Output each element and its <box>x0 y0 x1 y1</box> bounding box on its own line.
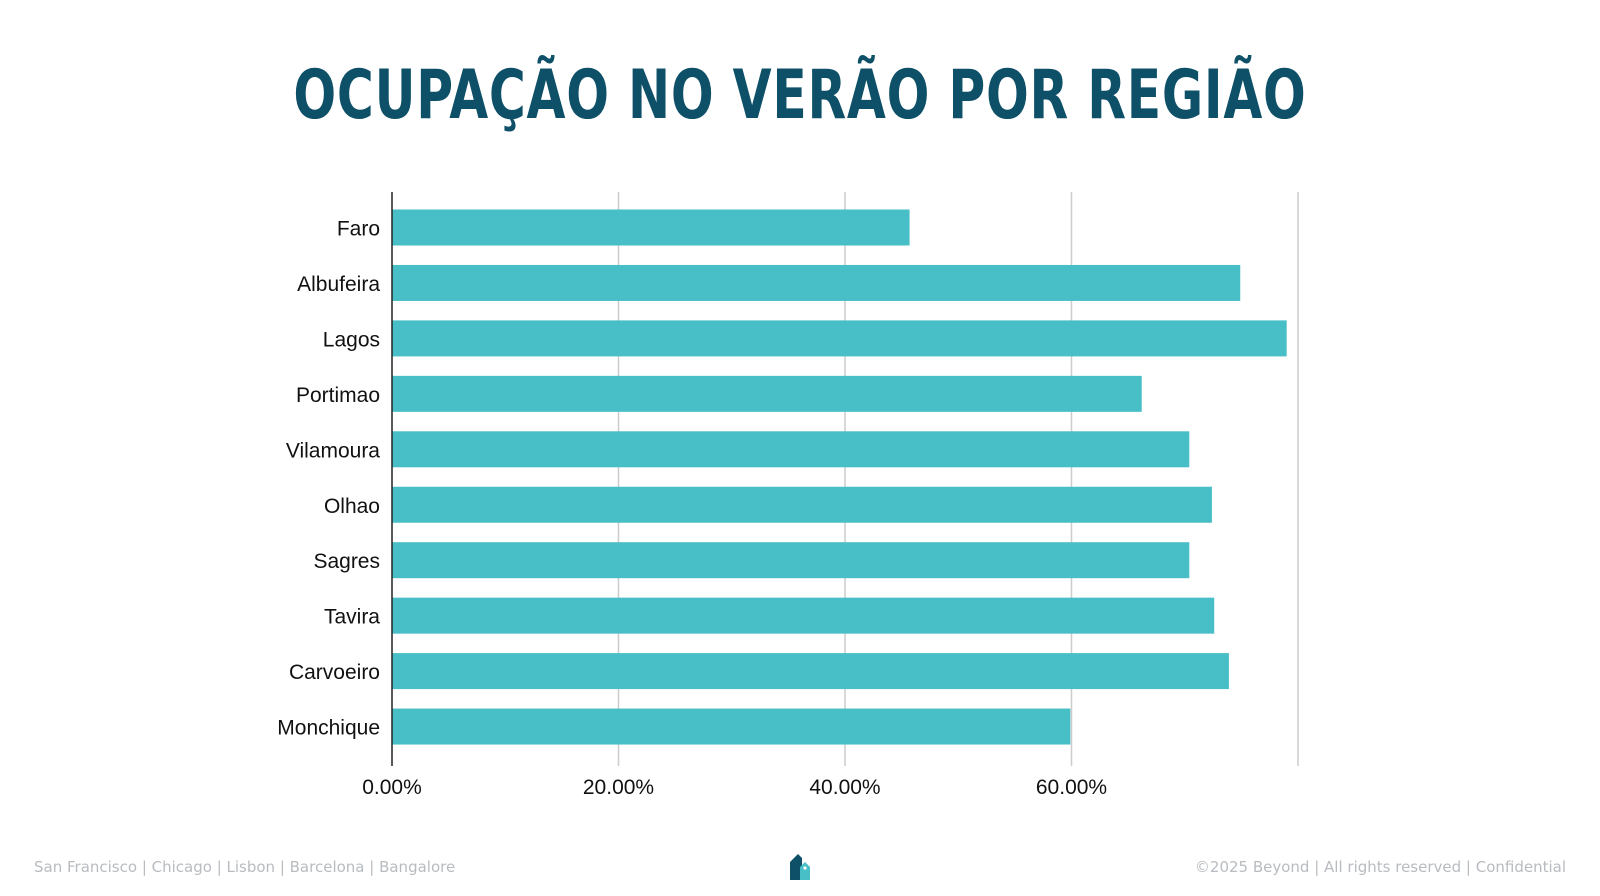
slide-title: OCUPAÇÃO NO VERÃO POR REGIÃO <box>293 56 1307 135</box>
category-label: Vilamoura <box>286 439 380 462</box>
x-tick-label: 0.00% <box>362 776 422 799</box>
category-label: Sagres <box>313 550 380 573</box>
footer-offices: San Francisco | Chicago | Lisbon | Barce… <box>34 858 456 876</box>
category-label: Olhao <box>324 495 380 518</box>
x-tick-label: 40.00% <box>809 776 880 799</box>
category-label: Carvoeiro <box>289 661 380 684</box>
category-label: Lagos <box>323 328 380 351</box>
bar-carvoeiro <box>392 653 1229 690</box>
bar-faro <box>392 209 910 246</box>
bar-tavira <box>392 597 1215 634</box>
beyond-house-logo-icon <box>790 854 810 880</box>
bar-lagos <box>392 320 1287 357</box>
category-label: Monchique <box>277 717 380 740</box>
bar-chart: Faro Albufeira Lagos Portimao Vilamoura Olhao… <box>277 192 1299 799</box>
x-tick-label: 60.00% <box>1036 776 1107 799</box>
bar-olhao <box>392 486 1212 523</box>
footer-copyright: ©2025 Beyond | All rights reserved | Con… <box>1194 858 1566 876</box>
bar-sagres <box>392 542 1190 579</box>
bar-vilamoura <box>392 431 1190 468</box>
category-label: Faro <box>337 218 380 241</box>
category-label: Tavira <box>324 606 380 629</box>
bar-portimao <box>392 375 1142 412</box>
x-tick-label: 20.00% <box>583 776 654 799</box>
bar-albufeira <box>392 264 1241 301</box>
category-label: Portimao <box>296 384 380 407</box>
category-label: Albufeira <box>297 273 380 296</box>
bar-monchique <box>392 708 1071 745</box>
